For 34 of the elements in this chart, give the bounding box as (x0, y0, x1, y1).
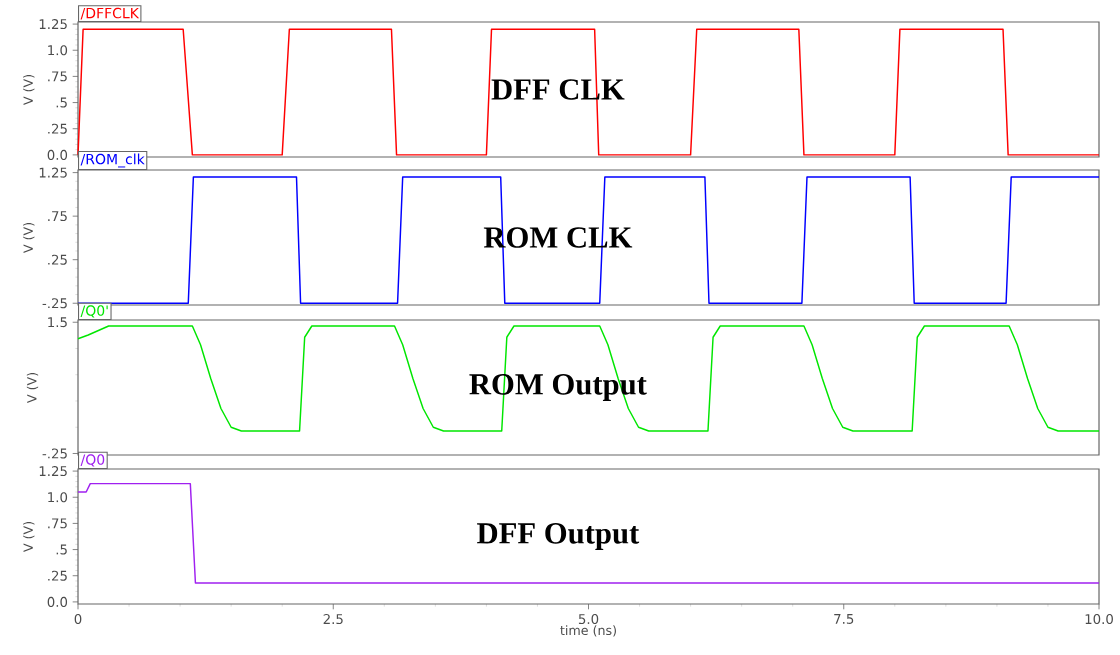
line-series (77, 325, 1100, 432)
x-tick-label: 5.0 (578, 614, 599, 625)
y-tick-label: 1.0 (48, 45, 68, 56)
text: /ROM_clk (80, 153, 145, 168)
y-tick-label: 0.0 (47, 149, 68, 160)
series-label: /Q0 (80, 454, 105, 467)
y-axis-title: V (V) (23, 74, 35, 105)
y-tick-label: 1.0 (48, 492, 68, 503)
x-tick-label: 2.5 (323, 614, 343, 625)
y-tick-label: .75 (48, 518, 67, 529)
y-axis-title: V (V) (26, 372, 39, 403)
y-tick-label: 1.5 (48, 317, 67, 328)
y-tick-label: .5 (56, 544, 67, 555)
y-tick-label: .25 (48, 570, 67, 581)
y-tick-label: .5 (56, 97, 67, 108)
series-label: /Q0' (80, 305, 108, 318)
y-axis-title: V (V) (23, 521, 35, 552)
y-tick-label: .25 (48, 123, 67, 134)
y-tick-label: 1.25 (39, 167, 67, 178)
x-tick-label: 10.0 (1085, 614, 1113, 625)
annotation: DFF Output (477, 523, 640, 550)
y-axis-title: V (V) (23, 222, 35, 253)
y-tick-label: -.25 (42, 448, 67, 459)
y-tick-label: 0.0 (47, 596, 68, 607)
y-tick-label: .75 (48, 211, 67, 222)
x-tick-label: 7.5 (834, 614, 854, 624)
x-axis-title: time (ns) (560, 625, 616, 637)
series-label: /DFFCLK (80, 7, 140, 20)
y-tick-label: 1.25 (39, 466, 67, 477)
y-tick-label: .75 (48, 71, 67, 82)
y-tick-label: -.25 (42, 298, 67, 309)
y-tick-label: 1.25 (39, 19, 67, 30)
x-tick-label: 0 (74, 614, 82, 625)
y-tick-label: .25 (48, 254, 67, 265)
